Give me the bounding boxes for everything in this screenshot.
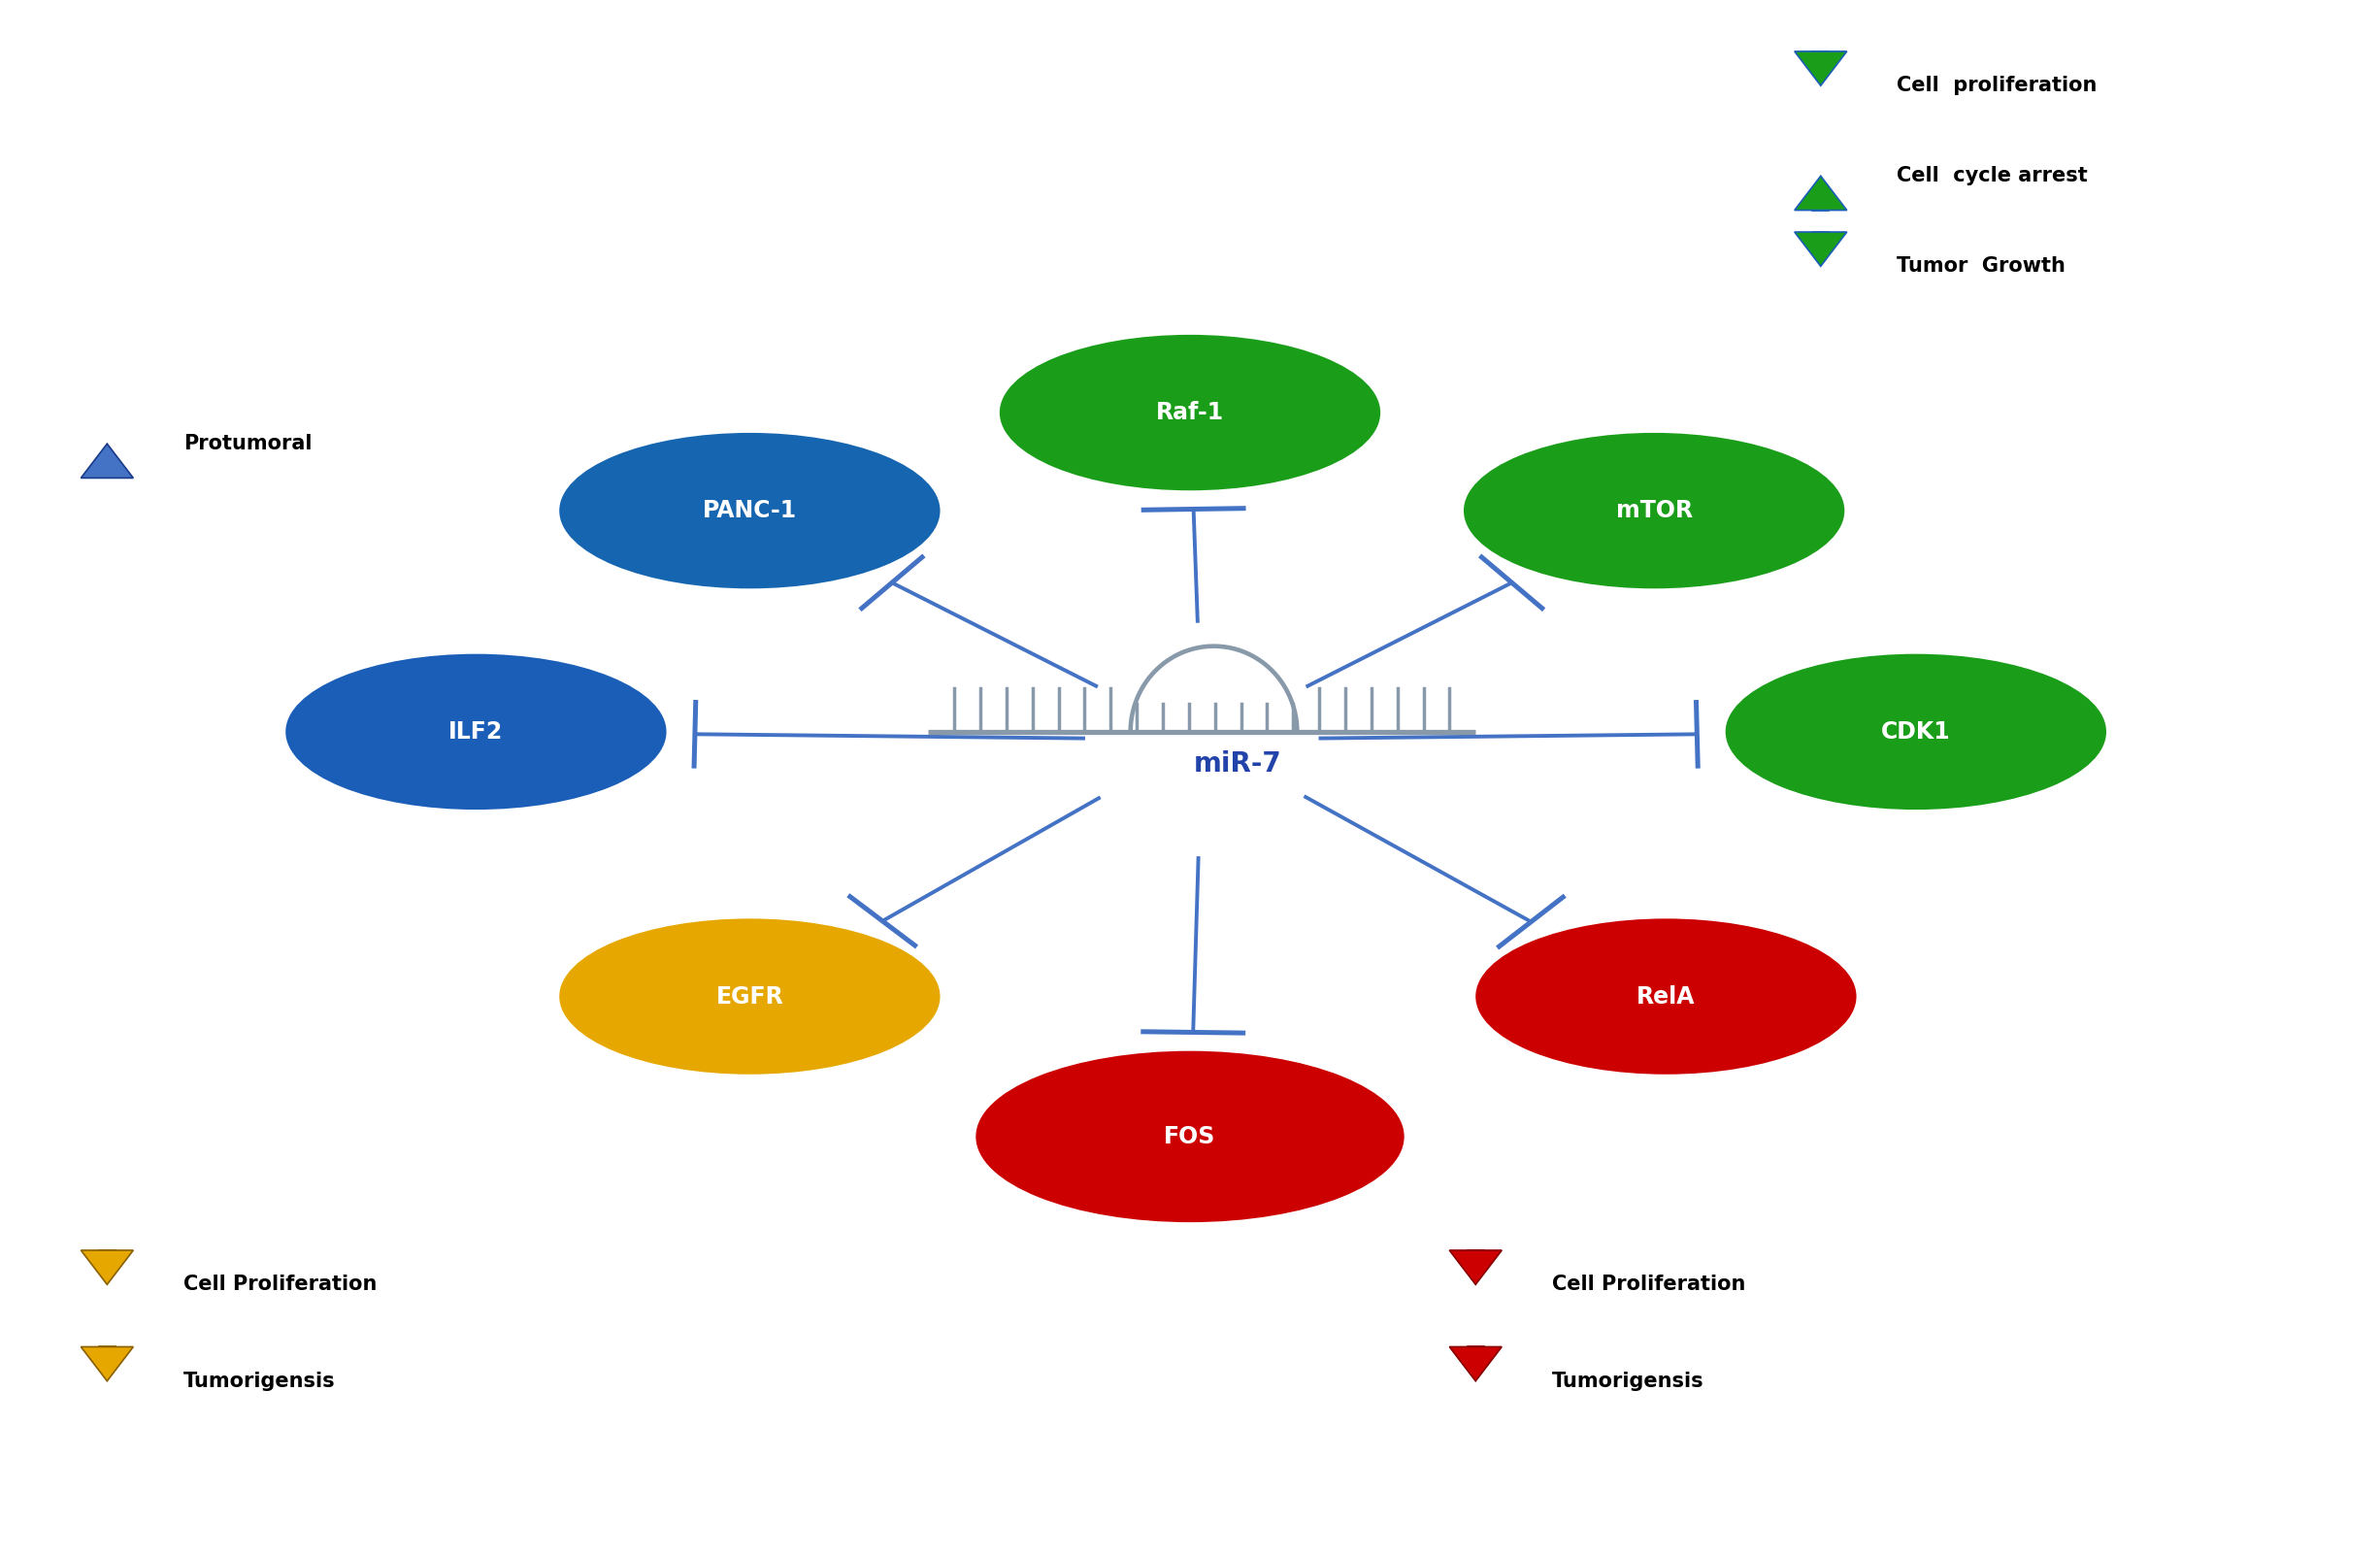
Text: PANC-1: PANC-1 [702, 500, 797, 522]
Ellipse shape [1476, 919, 1856, 1074]
Text: mTOR: mTOR [1616, 500, 1692, 522]
Text: RelA: RelA [1637, 986, 1695, 1007]
Polygon shape [1814, 51, 1828, 58]
Polygon shape [81, 1250, 133, 1285]
Ellipse shape [976, 1051, 1404, 1222]
Text: ILF2: ILF2 [450, 721, 502, 743]
Polygon shape [1814, 232, 1828, 238]
Polygon shape [1449, 1347, 1502, 1381]
Text: Cell  proliferation: Cell proliferation [1897, 76, 2097, 95]
Polygon shape [1449, 1250, 1502, 1285]
Polygon shape [98, 1250, 114, 1256]
Text: Raf-1: Raf-1 [1157, 402, 1223, 424]
Text: Protumoral: Protumoral [183, 434, 312, 453]
Polygon shape [1466, 1250, 1485, 1256]
Ellipse shape [286, 654, 666, 810]
Polygon shape [1795, 51, 1847, 86]
Ellipse shape [1726, 654, 2106, 810]
Text: Cell Proliferation: Cell Proliferation [1552, 1275, 1745, 1294]
Polygon shape [81, 444, 133, 478]
Ellipse shape [1000, 335, 1380, 490]
Text: CDK1: CDK1 [1880, 721, 1952, 743]
Polygon shape [1814, 204, 1828, 210]
Polygon shape [98, 1347, 114, 1353]
Text: miR-7: miR-7 [1192, 750, 1283, 777]
Text: FOS: FOS [1164, 1126, 1216, 1148]
Polygon shape [81, 1347, 133, 1381]
Ellipse shape [1464, 433, 1845, 589]
Text: EGFR: EGFR [716, 986, 783, 1007]
Polygon shape [1795, 232, 1847, 266]
Polygon shape [1466, 1347, 1485, 1353]
Ellipse shape [559, 433, 940, 589]
Text: Tumorigensis: Tumorigensis [1552, 1372, 1704, 1390]
Ellipse shape [559, 919, 940, 1074]
Text: Tumor  Growth: Tumor Growth [1897, 257, 2066, 276]
Text: Tumorigensis: Tumorigensis [183, 1372, 336, 1390]
Polygon shape [98, 472, 114, 478]
Text: Cell  cycle arrest: Cell cycle arrest [1897, 167, 2087, 185]
Text: Cell Proliferation: Cell Proliferation [183, 1275, 376, 1294]
Polygon shape [1795, 176, 1847, 210]
